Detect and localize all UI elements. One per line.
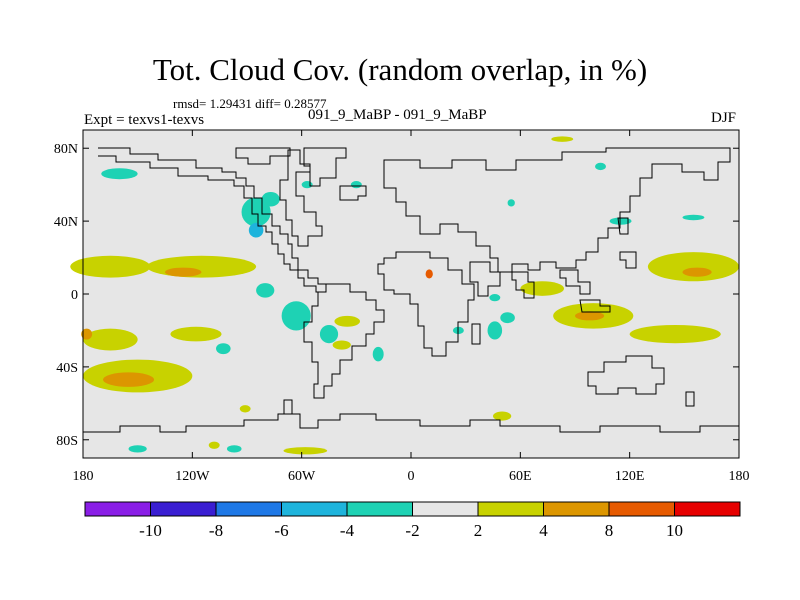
- anomaly-patch-14: [334, 315, 360, 327]
- coastline-antarctica: [83, 413, 739, 433]
- anomaly-patch-0: [70, 255, 151, 278]
- anomaly-patch-8: [629, 324, 721, 344]
- rmsd-diff-label: rmsd= 1.29431 diff= 0.28577: [173, 96, 327, 111]
- coastline-north-america: [98, 147, 299, 271]
- anomaly-patch-25: [256, 283, 275, 298]
- anomaly-patch-29: [216, 343, 231, 355]
- colorbar-box: [346, 501, 413, 517]
- colorbar-box: [477, 501, 544, 517]
- coastline-new-zealand: [685, 391, 695, 407]
- map-background: [83, 130, 739, 458]
- coastline-south-america: [303, 283, 385, 399]
- season-label: DJF: [711, 110, 737, 126]
- coastlines: [83, 147, 739, 433]
- anomaly-patch-20: [283, 447, 328, 455]
- coastline-greenland: [303, 147, 347, 187]
- colorbar-label: 2: [474, 521, 483, 540]
- anomaly-patch-5: [520, 281, 565, 296]
- colorbar-box: [608, 501, 675, 517]
- anomaly-patch-23: [261, 191, 280, 207]
- anomaly-patch-39: [609, 217, 632, 225]
- coastline-japan: [617, 217, 629, 235]
- anomaly-patches: [70, 136, 739, 455]
- anomaly-patch-28: [372, 346, 384, 362]
- colorbar-box: [543, 501, 610, 517]
- map-axes: 80N 40N 0 40S 80S 180 120W 60W 0 60E 120E 180: [54, 130, 750, 484]
- colorbar-label: 10: [666, 521, 683, 540]
- anomaly-patch-16: [425, 269, 433, 279]
- colorbar-label: -6: [274, 521, 288, 540]
- anomaly-patch-13: [170, 326, 222, 342]
- period-label: 091_9_MaBP - 091_9_MaBP: [308, 107, 487, 123]
- colorbar-label: -8: [209, 521, 223, 540]
- coastline-india: [511, 271, 535, 299]
- coastline-australia: [587, 355, 665, 395]
- lat-tick-label: 40N: [54, 215, 78, 230]
- anomaly-patch-33: [489, 294, 501, 302]
- coastline-se-asia: [559, 269, 591, 295]
- anomaly-patch-30: [248, 222, 264, 238]
- anomaly-patch-41: [595, 162, 606, 171]
- anomaly-patch-11: [83, 328, 138, 351]
- colorbar-box: [150, 501, 217, 517]
- anomaly-patch-21: [551, 136, 574, 142]
- experiment-label: Expt = texvs1-texvs: [84, 112, 205, 128]
- colorbar-label: -4: [340, 521, 355, 540]
- anomaly-patch-32: [500, 312, 515, 324]
- anomaly-patch-19: [239, 405, 251, 413]
- anomaly-patch-26: [281, 301, 311, 331]
- anomaly-patch-22: [241, 197, 271, 227]
- colorbar-label: -2: [405, 521, 419, 540]
- colorbar-box: [281, 501, 348, 517]
- colorbar-label: 4: [539, 521, 548, 540]
- colorbar-label: 8: [605, 521, 614, 540]
- lon-tick-label: 120E: [615, 469, 645, 484]
- lat-tick-label: 80N: [54, 142, 78, 157]
- lon-tick-label: 180: [73, 469, 94, 484]
- coastline-eurasia: [383, 147, 731, 273]
- anomaly-patch-17: [493, 411, 512, 421]
- anomaly-patch-40: [682, 214, 705, 221]
- coastline-arctic-islands: [235, 147, 291, 165]
- anomaly-patch-12: [81, 328, 93, 340]
- coastline-west-europe: [339, 185, 367, 201]
- colorbar-box: [674, 501, 741, 517]
- colorbar-box: [412, 501, 479, 517]
- anomaly-patch-4: [682, 267, 712, 277]
- coastline-madagascar: [471, 323, 481, 345]
- colorbar-labels: -10 -8 -6 -4 -2 2 4 8 10: [139, 521, 683, 540]
- coastline-antarctic-peninsula: [278, 399, 293, 415]
- anomaly-patch-31: [487, 321, 503, 340]
- coastline-africa: [377, 251, 475, 357]
- anomaly-patch-18: [208, 441, 220, 449]
- anomaly-patch-36: [226, 445, 242, 453]
- anomaly-patch-3: [647, 252, 739, 282]
- anomaly-patch-7: [575, 311, 605, 321]
- lon-tick-label: 180: [729, 469, 750, 484]
- lon-tick-label: 60W: [288, 469, 316, 484]
- anomaly-patch-15: [332, 340, 351, 350]
- lon-tick-label: 60E: [509, 469, 532, 484]
- lat-tick-label: 40S: [56, 361, 78, 376]
- colorbar-box: [84, 501, 151, 517]
- coastline-indonesia: [579, 299, 611, 313]
- anomaly-patch-27: [319, 324, 339, 344]
- colorbar-box: [215, 501, 282, 517]
- lat-tick-label: 0: [71, 288, 78, 303]
- plot-title: Tot. Cloud Cov. (random overlap, in %): [152, 52, 648, 87]
- coastline-arabia: [469, 261, 501, 297]
- lon-tick-label: 120W: [175, 469, 210, 484]
- lat-tick-label: 80S: [56, 434, 78, 449]
- anomaly-patch-24: [101, 168, 138, 180]
- coastline-east-asia-coast: [619, 251, 637, 269]
- colorbar-label: -10: [139, 521, 162, 540]
- colorbar-boxes: [84, 501, 741, 517]
- anomaly-patch-38: [507, 199, 515, 207]
- anomaly-patch-2: [165, 267, 202, 277]
- anomaly-patch-35: [128, 445, 147, 453]
- anomaly-patch-10: [103, 372, 155, 387]
- lon-tick-label: 0: [408, 469, 415, 484]
